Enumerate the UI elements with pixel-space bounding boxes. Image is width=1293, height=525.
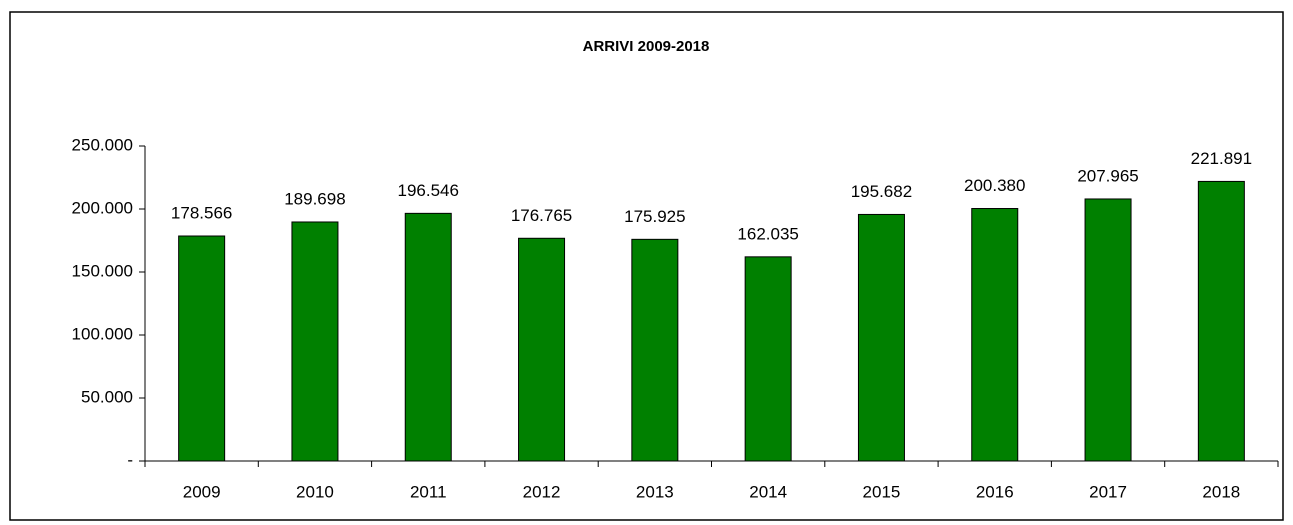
data-label: 196.546 [398, 181, 459, 200]
data-label: 189.698 [284, 189, 345, 208]
data-label: 178.566 [171, 203, 232, 222]
chart-title: ARRIVI 2009-2018 [583, 38, 710, 55]
data-label: 200.380 [964, 176, 1025, 195]
x-tick-label: 2014 [749, 482, 787, 501]
bar [1197, 180, 1245, 462]
x-tick-label: 2017 [1089, 482, 1127, 501]
bar [857, 213, 905, 462]
bar [971, 208, 1019, 462]
x-tick-label: 2015 [863, 482, 901, 501]
x-tick-label: 2018 [1202, 482, 1240, 501]
y-tick-label: 100.000 [72, 324, 133, 343]
y-tick-label: - [127, 450, 133, 469]
x-tick-label: 2010 [296, 482, 334, 501]
y-tick-label: 200.000 [72, 198, 133, 217]
y-tick-label: 150.000 [72, 261, 133, 280]
x-tick-label: 2009 [183, 482, 221, 501]
data-label: 195.682 [851, 182, 912, 201]
x-tick-label: 2011 [410, 482, 447, 501]
y-tick-label: 250.000 [72, 135, 133, 154]
bar [404, 212, 452, 462]
data-label: 221.891 [1191, 149, 1252, 168]
data-label: 207.965 [1077, 166, 1138, 185]
x-tick-label: 2012 [523, 482, 561, 501]
data-label: 162.035 [737, 224, 798, 243]
bar [518, 237, 566, 462]
data-label: 175.925 [624, 207, 685, 226]
x-tick-label: 2013 [636, 482, 674, 501]
y-tick-label: 50.000 [81, 387, 133, 406]
bar [631, 238, 679, 462]
bar [291, 221, 339, 462]
bar [178, 235, 226, 462]
data-label: 176.765 [511, 206, 572, 225]
bar [1084, 198, 1132, 462]
bar [744, 256, 792, 462]
x-tick-label: 2016 [976, 482, 1014, 501]
